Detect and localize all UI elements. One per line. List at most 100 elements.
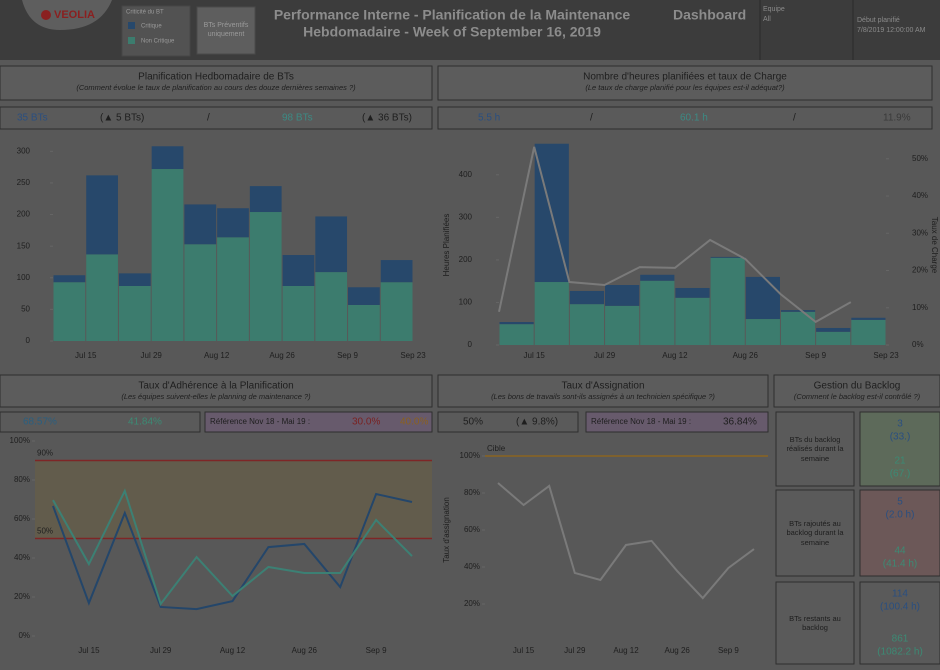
kpi-value: 11.9% [883, 113, 911, 124]
kpi-value: / [590, 113, 593, 124]
x-tick-label: Jul 15 [75, 351, 97, 360]
filter-box[interactable] [121, 5, 191, 57]
start-value[interactable]: 7/8/2019 12:00:00 AM [857, 27, 926, 34]
kpi-value: 50% [463, 417, 483, 428]
y-tick-label: 60% [464, 525, 480, 534]
backlog-value: (2.0 h) [886, 510, 915, 521]
backlog-label-box: BTs du backlog réalisés durant la semain… [786, 434, 844, 463]
bar-segment [380, 282, 413, 341]
panel-title: Taux d'Assignation [561, 381, 644, 392]
bar-segment [249, 186, 282, 213]
x-tick-label: Sep 9 [366, 646, 387, 655]
preventive-button[interactable] [196, 6, 256, 55]
x-tick-label: Aug 12 [204, 351, 230, 360]
bar-segment [780, 310, 816, 312]
start-label: Début planifié [857, 17, 900, 24]
y-tick-label: 100% [460, 451, 480, 460]
y-tick-label: 100% [10, 436, 30, 445]
y-axis-label: Heures Planifiées [442, 214, 451, 277]
backlog-value-box [859, 411, 940, 487]
x-tick-label: Jul 15 [78, 646, 100, 655]
panel-subtitle: (Comment évolue le taux de planification… [76, 83, 356, 92]
y-tick-label: 200 [459, 255, 473, 264]
kpi-value: 68.57% [23, 417, 57, 428]
y-axis-label: Taux d'assignation [442, 497, 451, 563]
bar-segment [675, 287, 710, 298]
reference-line-label: 50% [37, 527, 53, 536]
y-tick-label: 20% [464, 599, 480, 608]
backlog-value: (100.4 h) [880, 602, 920, 613]
kpi-value: 5.5 h [478, 113, 500, 124]
panel-subtitle: (Les équipes suivent-elles le planning d… [121, 392, 311, 401]
line [497, 482, 755, 600]
panel-title: Nombre d'heures planifiées et taux de Ch… [583, 72, 787, 83]
y-tick-label: 50 [21, 304, 30, 313]
bar-segment [315, 272, 348, 341]
x-tick-label: Aug 12 [220, 646, 246, 655]
backlog-value: 44 [894, 546, 906, 557]
logo-icon [41, 10, 51, 20]
reference-box [204, 411, 433, 433]
bar-segment [184, 204, 217, 245]
y-tick-label: 100 [17, 273, 31, 282]
x-tick-label: Sep 9 [718, 646, 739, 655]
y-tick-label: 150 [17, 241, 31, 250]
backlog-label-box [775, 489, 855, 577]
x-tick-label: Jul 29 [141, 351, 163, 360]
bar-segment [816, 327, 851, 332]
team-value[interactable]: All [763, 16, 771, 23]
y-tick-label: 250 [17, 178, 31, 187]
backlog-label: BTs du backlog réalisés durant la semain… [786, 434, 844, 463]
x-tick-label: Aug 12 [662, 351, 688, 360]
bar-segment [675, 297, 710, 345]
line [52, 488, 413, 607]
bar-segment [184, 244, 217, 341]
y-tick-label: 200 [17, 210, 31, 219]
line [498, 146, 852, 324]
y2-tick-label: 20% [912, 266, 928, 275]
kpi-box [437, 411, 579, 433]
logo: VEOLIA [54, 9, 95, 21]
bar-segment [151, 146, 184, 170]
bar-segment [53, 275, 86, 283]
bar-segment [640, 280, 675, 345]
kpi-value: 35 BTs [17, 113, 48, 124]
backlog-value: (33.) [890, 432, 911, 443]
dashboard-label: Dashboard [673, 7, 746, 23]
panel-title: Gestion du Backlog [814, 381, 901, 392]
backlog-value: 114 [892, 589, 908, 600]
panel-header [437, 374, 769, 408]
x-tick-label: Sep 23 [400, 351, 426, 360]
kpi-value: 60.1 h [680, 113, 708, 124]
bar-segment [851, 319, 886, 345]
x-tick-label: Jul 15 [513, 646, 535, 655]
kpi-value: / [793, 113, 796, 124]
x-tick-label: Aug 12 [613, 646, 639, 655]
y-tick-label: 80% [14, 475, 30, 484]
panel-header [773, 374, 940, 408]
reference-line-label: 90% [37, 449, 53, 458]
bar-segment [569, 304, 605, 345]
legend-swatch [128, 37, 135, 44]
y2-tick-label: 0% [912, 340, 924, 349]
bar-segment [217, 237, 249, 341]
bar-segment [380, 260, 413, 283]
panel-title: Planification Hedbomadaire de BTs [138, 72, 294, 83]
legend-label: Critique [141, 24, 162, 30]
panel-subtitle: (Comment le backlog est-il contrôlé ?) [794, 392, 921, 401]
title: Performance Interne - Planification de l… [274, 7, 631, 23]
kpi-box [437, 106, 933, 130]
button-label: BTs Préventifs uniquement [203, 21, 249, 38]
kpi-value: (▲ 5 BTs) [100, 113, 144, 124]
x-tick-label: Jul 29 [564, 646, 586, 655]
y2-tick-label: 50% [912, 154, 928, 163]
panel-subtitle: (Les bons de travails sont-ils assignés … [491, 392, 715, 401]
backlog-label-box [775, 581, 855, 665]
kpi-value: (▲ 36 BTs) [362, 113, 412, 124]
backlog-value: 3 [897, 419, 903, 430]
team-label: Equipe [763, 6, 785, 13]
y-tick-label: 80% [464, 488, 480, 497]
backlog-value: (1082.2 h) [877, 647, 923, 658]
backlog-value: 861 [892, 634, 909, 645]
backlog-label-box [775, 411, 855, 487]
